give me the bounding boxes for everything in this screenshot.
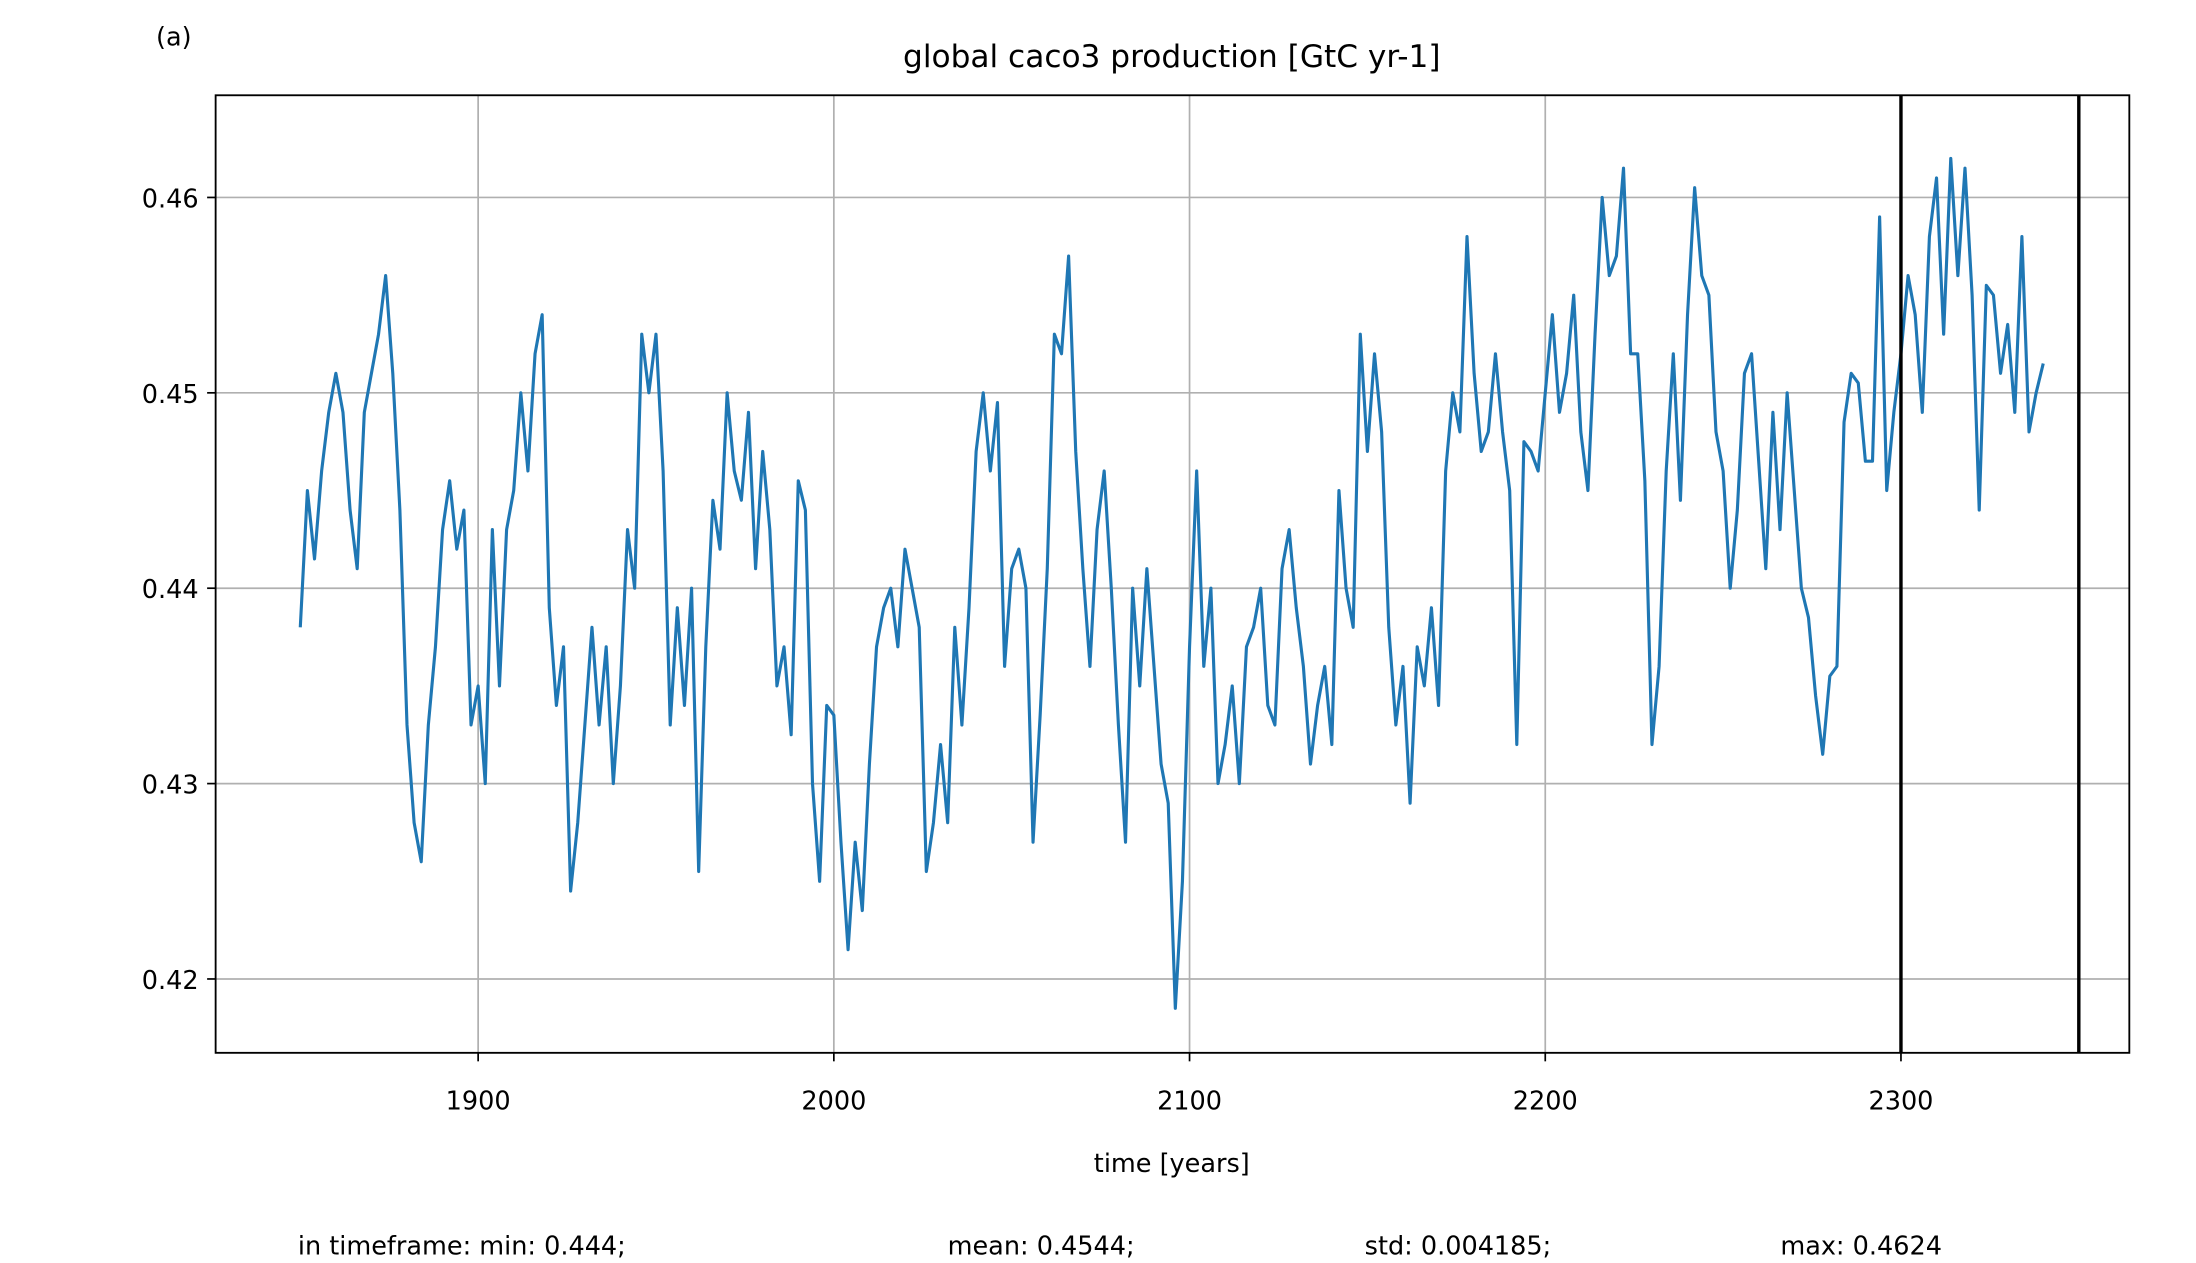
x-tick-label: 2000 xyxy=(801,1087,866,1117)
plot-frame xyxy=(214,94,2131,1054)
x-axis-label: time [years] xyxy=(1094,1149,1250,1179)
x-tick-label: 2200 xyxy=(1513,1087,1578,1117)
stats-text: max: 0.4624 xyxy=(1780,1231,1942,1261)
y-tick-label: 0.43 xyxy=(142,771,199,801)
stats-text: std: 0.004185; xyxy=(1365,1231,1552,1261)
y-tick-label: 0.46 xyxy=(142,184,199,214)
chart-title: global caco3 production [GtC yr-1] xyxy=(903,39,1440,75)
x-tick-label: 1900 xyxy=(446,1087,511,1117)
y-tick-label: 0.45 xyxy=(142,380,199,410)
panel-label: (a) xyxy=(156,23,192,53)
y-tick-label: 0.44 xyxy=(142,575,199,605)
x-tick-label: 2100 xyxy=(1157,1087,1222,1117)
x-tick-label: 2300 xyxy=(1868,1087,1933,1117)
y-tick-label: 0.42 xyxy=(142,966,199,996)
stats-text: in timeframe: min: 0.444; xyxy=(298,1231,626,1261)
stats-text: mean: 0.4544; xyxy=(948,1231,1135,1261)
data-line xyxy=(298,156,2045,1010)
